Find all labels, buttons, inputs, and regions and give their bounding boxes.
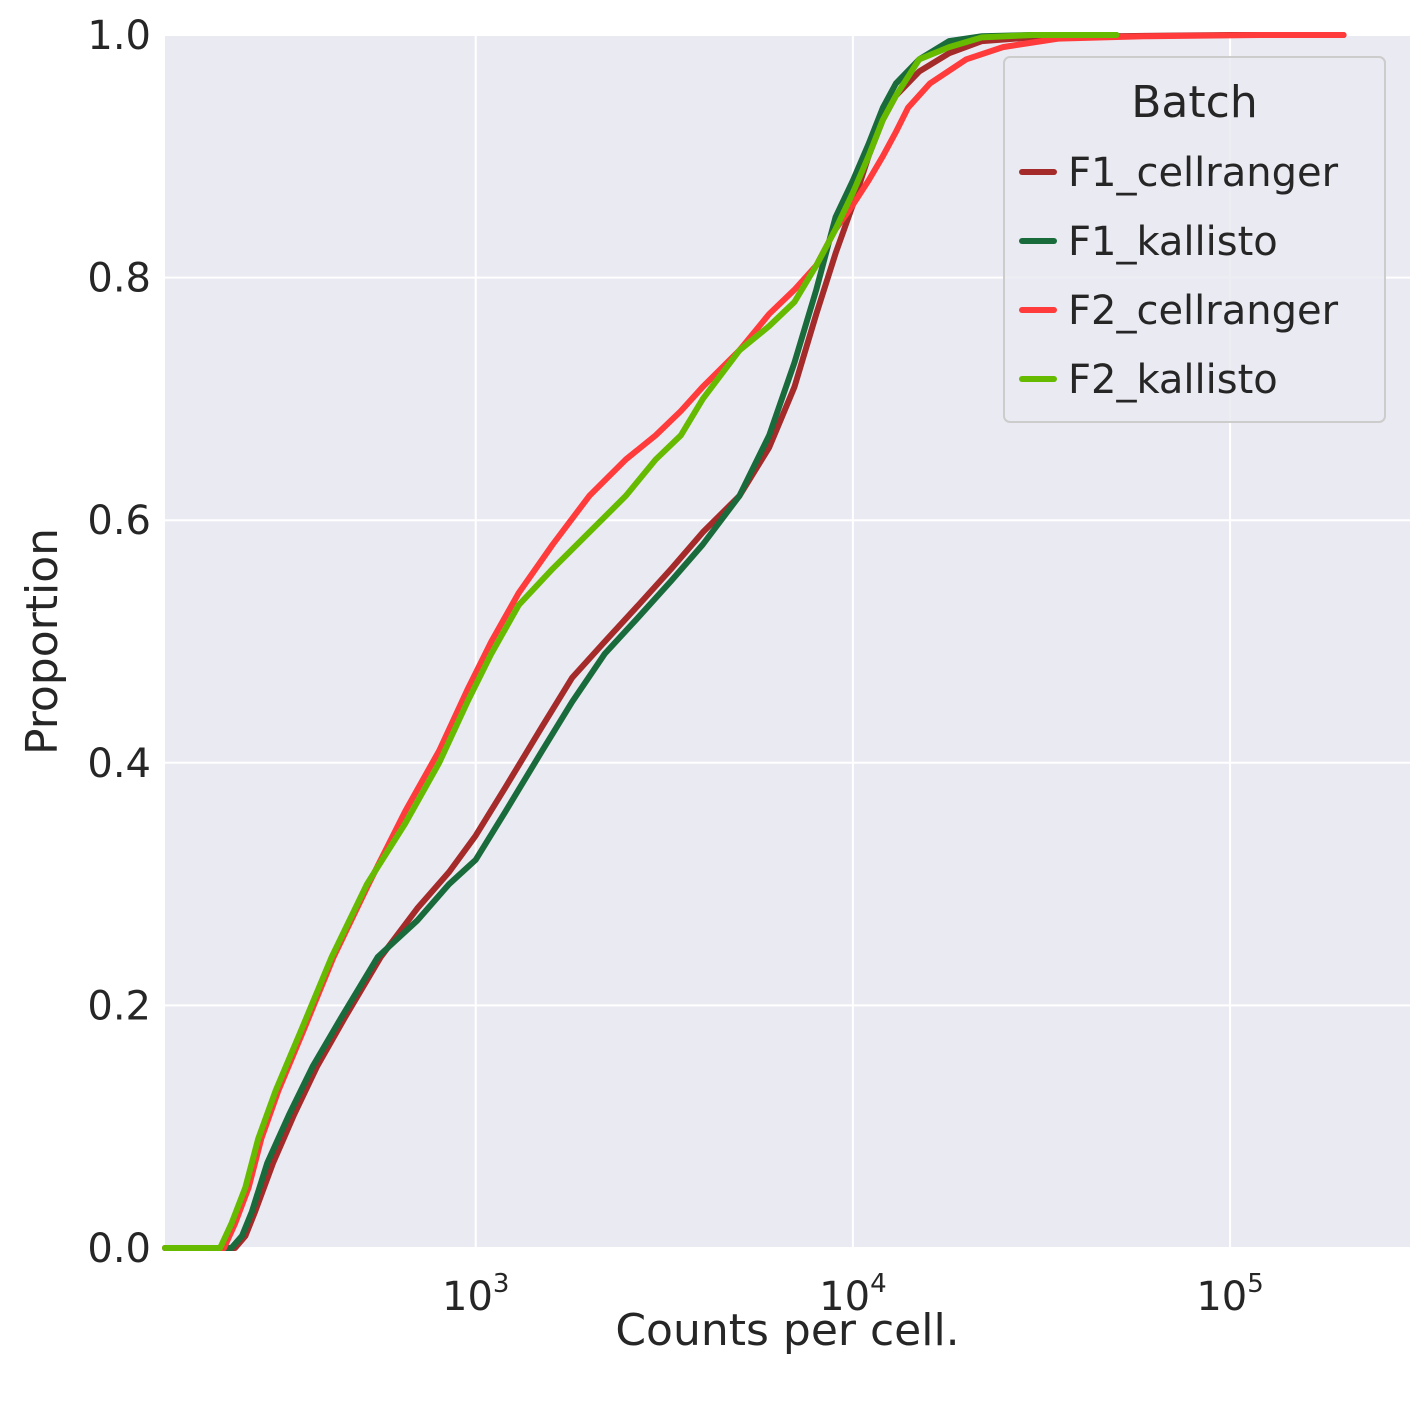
y-tick-label: 0.0 bbox=[87, 1226, 151, 1272]
x-tick-label: 103 bbox=[442, 1269, 509, 1320]
series-line-F2_kallisto bbox=[162, 32, 1120, 1251]
x-tick-base: 10 bbox=[819, 1274, 870, 1320]
legend: Batch F1_cellranger F1_kallisto F2_cellran… bbox=[1003, 56, 1386, 423]
y-axis-label: Proportion bbox=[17, 528, 68, 755]
x-tick-base: 10 bbox=[1196, 1274, 1247, 1320]
legend-label: F1_kallisto bbox=[1068, 219, 1278, 265]
x-tick-label: 104 bbox=[819, 1269, 886, 1320]
x-tick-base: 10 bbox=[442, 1274, 493, 1320]
x-tick-exponent: 5 bbox=[1247, 1269, 1264, 1299]
legend-title: Batch bbox=[1131, 77, 1257, 128]
legend-items: F1_cellranger F1_kallisto F2_cellranger F2_… bbox=[1019, 150, 1339, 403]
legend-label: F1_cellranger bbox=[1068, 150, 1339, 196]
series-line-F1_cellranger bbox=[162, 32, 1347, 1251]
legend-box bbox=[1003, 56, 1386, 423]
x-tick-label: 105 bbox=[1196, 1269, 1263, 1320]
x-tick-exponent: 3 bbox=[493, 1269, 510, 1299]
x-tick-exponent: 4 bbox=[870, 1269, 887, 1299]
legend-label: F2_cellranger bbox=[1068, 288, 1339, 334]
y-tick-label: 0.6 bbox=[87, 498, 151, 544]
y-axis-ticks: 0.0 0.2 0.4 0.6 0.8 1.0 bbox=[87, 13, 151, 1272]
y-tick-label: 0.4 bbox=[87, 741, 151, 787]
legend-label: F2_kallisto bbox=[1068, 357, 1278, 403]
x-axis-label: Counts per cell. bbox=[615, 1305, 959, 1356]
y-tick-label: 1.0 bbox=[87, 13, 151, 59]
x-axis-ticks: 103 104 105 bbox=[442, 1269, 1264, 1320]
series-layer bbox=[162, 32, 1347, 1251]
y-tick-label: 0.2 bbox=[87, 983, 151, 1029]
series-line-F1_kallisto bbox=[162, 32, 1120, 1251]
y-tick-label: 0.8 bbox=[87, 256, 151, 302]
